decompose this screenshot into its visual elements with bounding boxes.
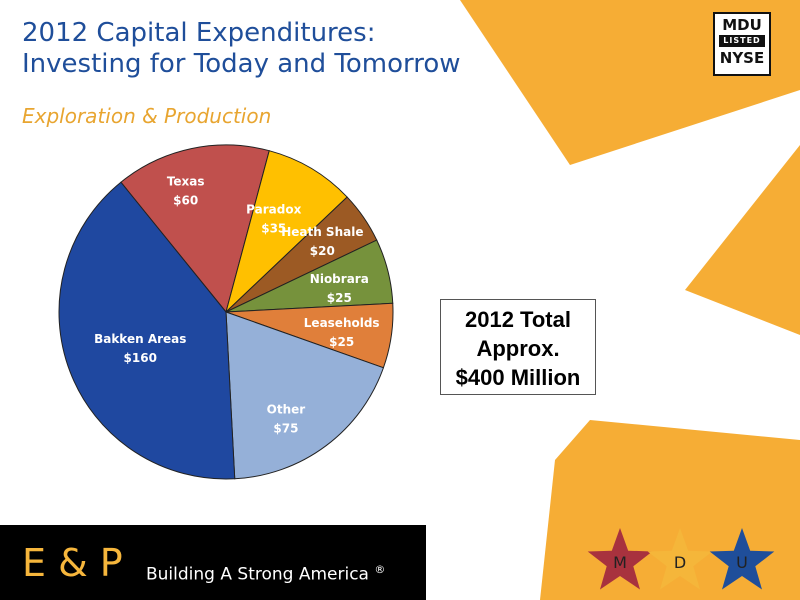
logo-middle-text: LISTED xyxy=(719,35,765,47)
slice-label-name: Paradox xyxy=(246,203,301,217)
logo-bottom-text: NYSE xyxy=(719,49,765,67)
pie-slice-paradox xyxy=(225,150,348,314)
footer-main-text: E & P xyxy=(22,541,123,585)
page-subtitle: Exploration & Production xyxy=(22,104,272,128)
page-title: 2012 Capital Expenditures: Investing for… xyxy=(22,18,461,80)
slice-label-name: Leaseholds xyxy=(304,316,380,330)
total-line-3: $400 Million xyxy=(455,365,581,390)
registered-mark: ® xyxy=(374,563,386,576)
total-callout-box: 2012 Total Approx. $400 Million xyxy=(440,299,596,395)
slice-label-value: $75 xyxy=(273,422,298,436)
slice-label-value: $160 xyxy=(124,351,157,365)
slice-label-name: Bakken Areas xyxy=(94,332,186,346)
slice-label-value: $20 xyxy=(310,244,335,258)
pie-slice-other xyxy=(225,311,385,480)
slice-label-value: $60 xyxy=(173,194,198,208)
total-line-1: 2012 Total xyxy=(465,307,571,332)
slice-label-name: Niobrara xyxy=(310,272,369,286)
footer-tagline: Building A Strong America ® xyxy=(146,563,385,585)
orange-middle-shape xyxy=(685,145,800,335)
footer-bar xyxy=(0,525,426,600)
footer-tagline-text: Building A Strong America xyxy=(146,564,369,585)
slice-label-value: $25 xyxy=(329,335,354,349)
total-line-2: Approx. xyxy=(476,336,560,361)
slice-label-name: Texas xyxy=(167,175,205,189)
title-line-1: 2012 Capital Expenditures: xyxy=(22,18,376,48)
slice-label-value: $25 xyxy=(327,291,352,305)
title-line-2: Investing for Today and Tomorrow xyxy=(22,49,461,79)
slice-label-name: Other xyxy=(267,403,306,417)
mdu-nyse-logo: MDU LISTED NYSE xyxy=(713,12,771,76)
pie-slice-texas xyxy=(120,144,270,314)
slice-label-name: Heath Shale xyxy=(281,225,363,239)
logo-top-text: MDU xyxy=(722,16,762,34)
pie-slice-bakken-areas xyxy=(58,181,236,480)
slice-label-value: $35 xyxy=(261,222,286,236)
